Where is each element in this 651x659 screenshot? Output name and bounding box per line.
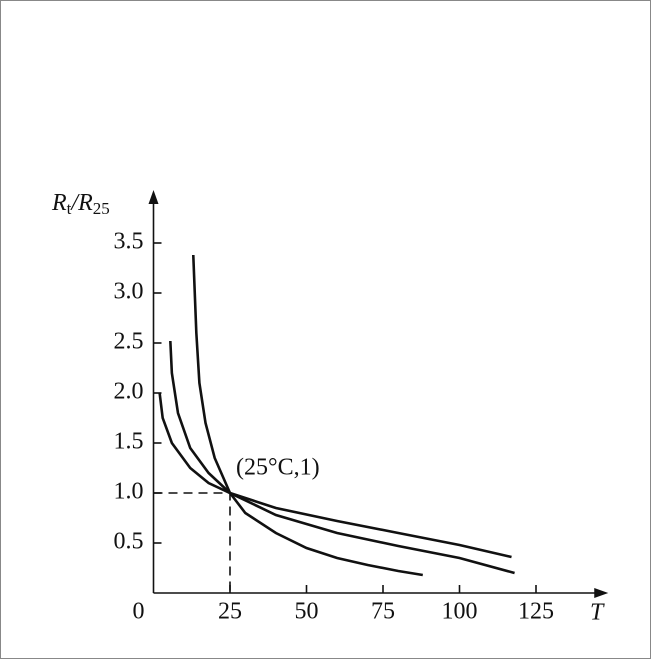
x-tick-label: 100 [442,599,478,625]
y-axis-label: Rt/R25 [51,190,110,218]
y-tick-label: 2.0 [114,379,144,405]
x-axis-label: T [590,600,605,626]
y-tick-label: 0.5 [114,529,144,555]
curve [191,254,423,577]
y-label-part: R [51,190,67,216]
y-label-sub: 25 [93,199,110,218]
x-tick-label: 50 [295,599,319,625]
x-tick-label: 75 [371,599,395,625]
x-arrow [594,588,609,598]
y-label-sub: t [67,199,72,218]
y-tick-label: 1.0 [114,479,144,505]
x-tick-label: 125 [518,599,554,625]
y-arrow [148,190,159,204]
x-tick-label: 0 [133,599,145,625]
annotation: (25°C,1) [236,455,320,481]
y-tick-label: 3.5 [114,229,144,255]
y-tick-label: 2.5 [114,329,144,355]
x-tick-label: 25 [218,599,242,625]
y-tick-label: 1.5 [114,429,144,455]
y-label-part: /R [69,190,93,216]
y-tick-label: 3.0 [114,279,144,305]
curve [158,392,512,559]
